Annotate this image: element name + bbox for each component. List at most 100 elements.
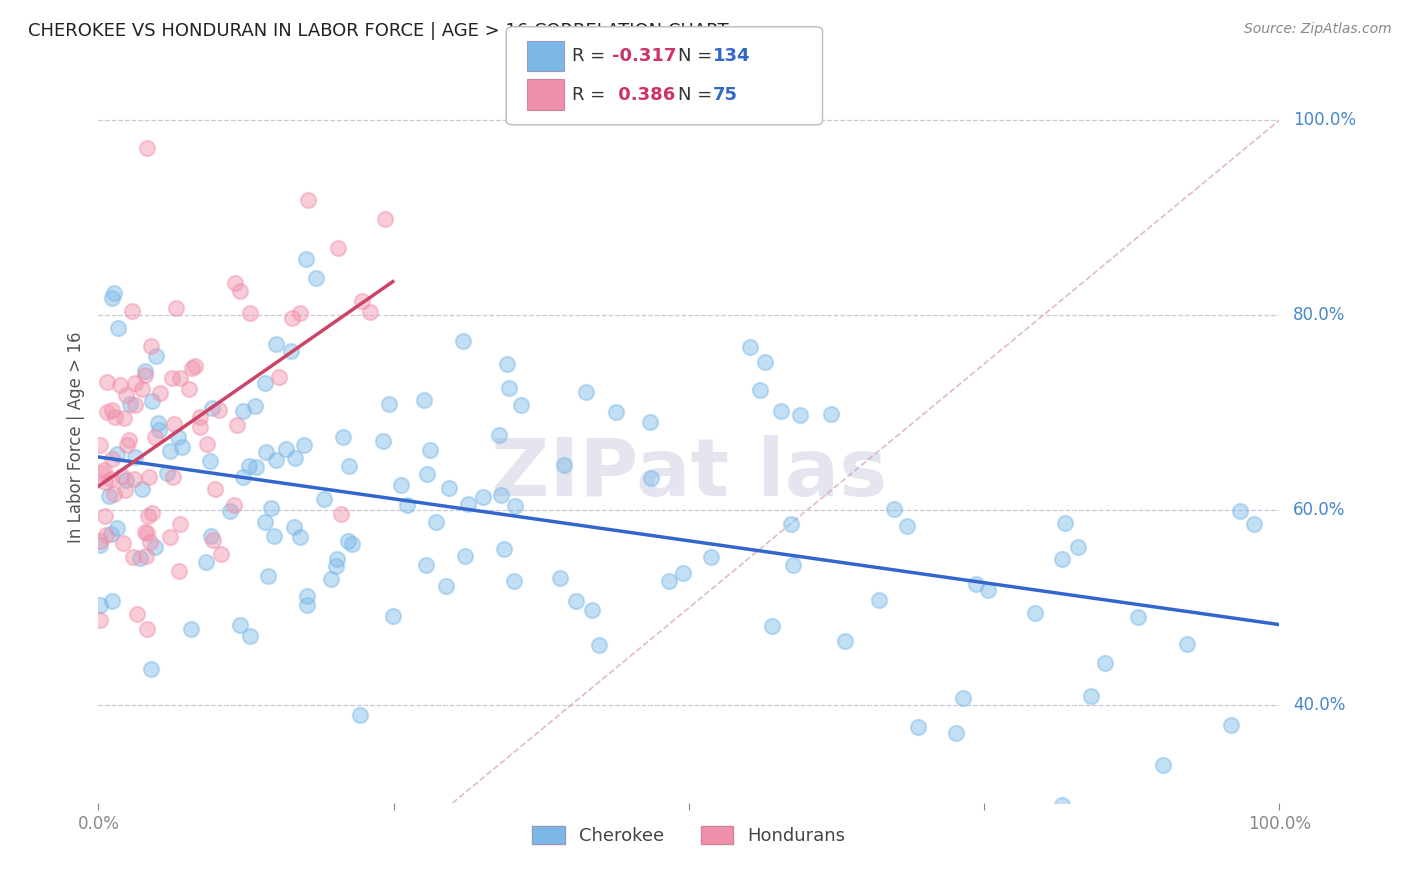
Text: N =: N = — [678, 47, 717, 65]
Point — [148, 423, 170, 437]
Point — [292, 438, 315, 452]
Text: 40.0%: 40.0% — [1294, 697, 1346, 714]
Point — [219, 504, 242, 518]
Point — [280, 311, 302, 326]
Point — [204, 482, 226, 496]
Point — [100, 472, 122, 486]
Point — [141, 662, 163, 676]
Point — [180, 622, 202, 636]
Point — [374, 212, 396, 227]
Point — [1050, 552, 1073, 566]
Point — [111, 536, 134, 550]
Point — [326, 552, 349, 566]
Point — [283, 520, 305, 534]
Point — [297, 194, 319, 208]
Point — [141, 394, 163, 409]
Point — [640, 471, 662, 485]
Point — [136, 526, 159, 541]
Point — [89, 438, 111, 452]
Point — [232, 404, 254, 418]
Point — [253, 376, 276, 391]
Point — [207, 402, 229, 417]
Point — [149, 386, 172, 401]
Point — [254, 445, 277, 459]
Point — [510, 398, 533, 412]
Point — [98, 489, 121, 503]
Text: 60.0%: 60.0% — [1294, 501, 1346, 519]
Point — [1229, 504, 1251, 518]
Text: Source: ZipAtlas.com: Source: ZipAtlas.com — [1244, 22, 1392, 37]
Point — [381, 609, 404, 624]
Point — [451, 334, 474, 348]
Point — [254, 515, 277, 529]
Point — [305, 271, 328, 285]
Point — [297, 589, 319, 603]
Point — [134, 368, 156, 383]
Point — [332, 430, 354, 444]
Point — [415, 558, 437, 572]
Point — [672, 566, 695, 580]
Point — [494, 542, 516, 557]
Point — [288, 530, 311, 544]
Point — [239, 306, 262, 320]
Point — [101, 594, 124, 608]
Point — [1080, 689, 1102, 703]
Point — [169, 564, 191, 578]
Point — [280, 343, 302, 358]
Point — [94, 475, 117, 489]
Point — [977, 582, 1000, 597]
Point — [93, 463, 115, 477]
Point — [229, 618, 252, 632]
Point — [162, 371, 184, 385]
Point — [143, 540, 166, 554]
Point — [350, 294, 373, 309]
Point — [165, 301, 187, 315]
Point — [100, 527, 122, 541]
Point — [96, 405, 118, 419]
Point — [412, 393, 434, 408]
Point — [124, 450, 146, 464]
Point — [340, 537, 363, 551]
Point — [256, 569, 278, 583]
Point — [749, 384, 772, 398]
Point — [134, 364, 156, 378]
Point — [224, 276, 246, 290]
Point — [243, 399, 266, 413]
Point — [145, 349, 167, 363]
Point — [232, 470, 254, 484]
Point — [495, 357, 517, 371]
Point — [200, 529, 222, 543]
Point — [163, 417, 186, 432]
Point — [761, 619, 783, 633]
Point — [325, 559, 347, 574]
Point — [108, 378, 131, 392]
Point — [156, 466, 179, 480]
Point — [226, 417, 249, 432]
Point — [188, 409, 211, 424]
Point — [115, 474, 138, 488]
Point — [134, 524, 156, 539]
Point — [329, 507, 352, 521]
Point — [471, 490, 494, 504]
Point — [1128, 609, 1150, 624]
Point — [274, 442, 297, 457]
Text: ZIPat las: ZIPat las — [491, 434, 887, 513]
Point — [143, 429, 166, 443]
Point — [326, 242, 349, 256]
Point — [297, 599, 319, 613]
Point — [122, 472, 145, 486]
Point — [260, 501, 283, 516]
Point — [103, 487, 125, 501]
Point — [202, 533, 225, 548]
Point — [498, 381, 520, 395]
Point — [111, 468, 134, 483]
Text: 0.386: 0.386 — [612, 87, 675, 104]
Text: 134: 134 — [713, 47, 751, 65]
Point — [548, 572, 571, 586]
Point — [395, 498, 418, 512]
Y-axis label: In Labor Force | Age > 16: In Labor Force | Age > 16 — [66, 331, 84, 543]
Point — [224, 498, 246, 512]
Point — [503, 825, 526, 839]
Point — [229, 285, 252, 299]
Point — [789, 408, 811, 422]
